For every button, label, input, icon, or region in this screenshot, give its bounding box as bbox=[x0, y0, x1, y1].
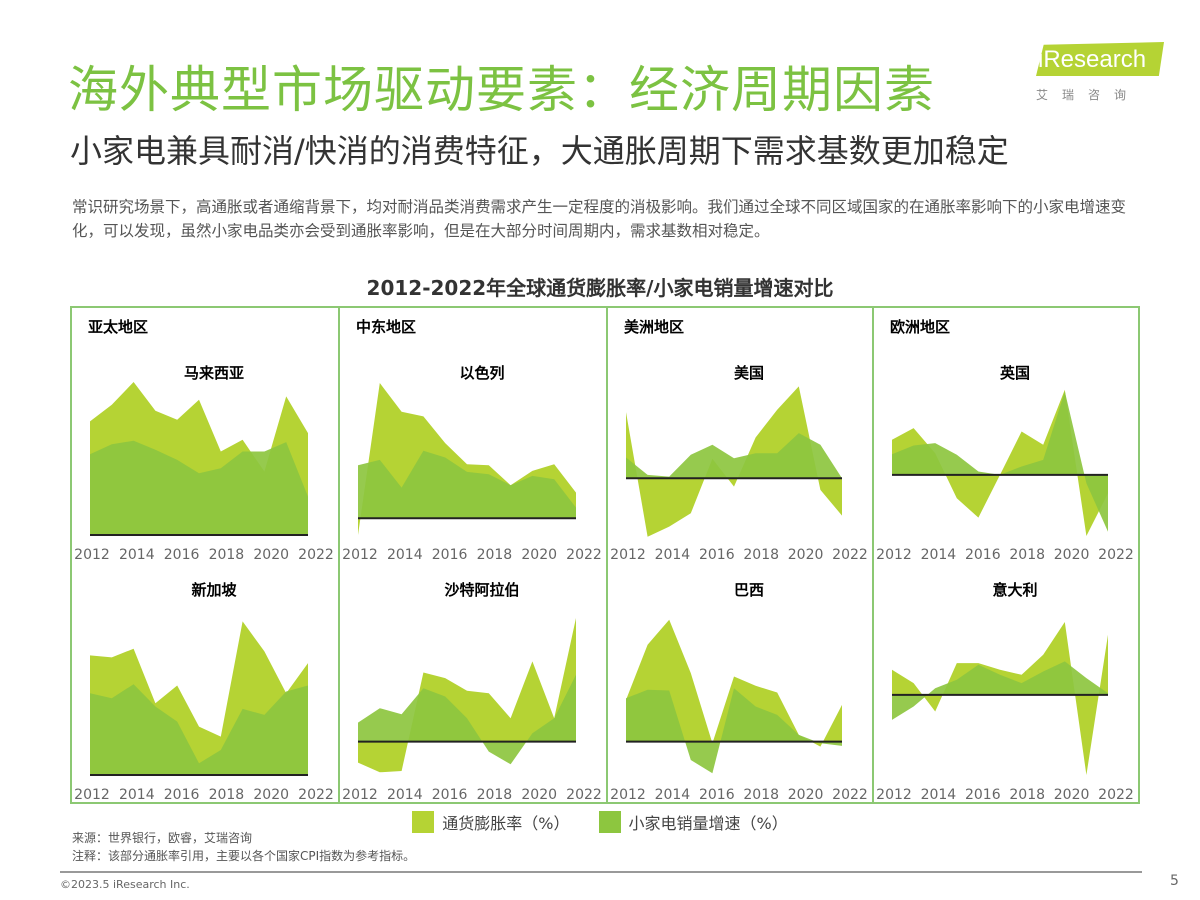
country-title: 美国 bbox=[734, 364, 764, 382]
x-tick-label: 2018 bbox=[743, 787, 779, 803]
region-label: 美洲地区 bbox=[624, 318, 684, 336]
x-tick-label: 2022 bbox=[566, 547, 602, 563]
page-subtitle: 小家电兼具耐消/快消的消费特征，大通胀周期下需求基数更加稳定 bbox=[70, 132, 1009, 170]
inflation-area bbox=[626, 386, 842, 537]
x-tick-label: 2018 bbox=[477, 547, 513, 563]
x-tick-label: 2018 bbox=[209, 547, 245, 563]
divider bbox=[606, 308, 608, 802]
x-tick-label: 2012 bbox=[74, 547, 110, 563]
x-tick-label: 2020 bbox=[788, 787, 824, 803]
x-tick-label: 2012 bbox=[876, 547, 912, 563]
legend: 通货膨胀率（%） 小家电销量增速（%） bbox=[0, 810, 1200, 837]
x-tick-label: 2022 bbox=[298, 787, 334, 803]
footnote: 注释：该部分通胀率引用，主要以各个国家CPI指数为参考指标。 bbox=[72, 849, 416, 863]
x-tick-label: 2014 bbox=[119, 547, 155, 563]
x-tick-label: 2022 bbox=[1098, 547, 1134, 563]
x-tick-label: 2022 bbox=[1098, 787, 1134, 803]
region-label: 中东地区 bbox=[356, 318, 416, 336]
x-tick-label: 2014 bbox=[921, 547, 957, 563]
region-label: 欧洲地区 bbox=[890, 318, 950, 336]
country-title: 巴西 bbox=[734, 581, 764, 599]
chart-frame bbox=[70, 306, 1140, 804]
legend-item-inflation: 通货膨胀率（%） bbox=[412, 810, 569, 834]
x-tick-label: 2016 bbox=[164, 547, 200, 563]
x-tick-label: 2018 bbox=[743, 547, 779, 563]
copyright: ©2023.5 iResearch Inc. bbox=[60, 878, 190, 891]
divider bbox=[338, 308, 340, 802]
x-tick-label: 2022 bbox=[832, 547, 868, 563]
footer-divider bbox=[60, 871, 1142, 873]
x-tick-label: 2012 bbox=[74, 787, 110, 803]
sales-area bbox=[90, 684, 308, 775]
x-tick-label: 2016 bbox=[965, 547, 1001, 563]
legend-item-sales: 小家电销量增速（%） bbox=[598, 810, 788, 834]
x-tick-label: 2012 bbox=[342, 787, 378, 803]
x-tick-label: 2016 bbox=[432, 787, 468, 803]
x-tick-label: 2014 bbox=[387, 547, 423, 563]
legend-swatch bbox=[412, 811, 435, 833]
x-tick-label: 2022 bbox=[566, 787, 602, 803]
country-title: 英国 bbox=[1000, 364, 1030, 382]
x-tick-label: 2014 bbox=[387, 787, 423, 803]
legend-label: 通货膨胀率（%） bbox=[442, 814, 570, 833]
x-tick-label: 2018 bbox=[209, 787, 245, 803]
x-tick-label: 2014 bbox=[655, 547, 691, 563]
legend-label: 小家电销量增速（%） bbox=[628, 814, 788, 833]
x-tick-label: 2022 bbox=[298, 547, 334, 563]
x-tick-label: 2020 bbox=[521, 547, 557, 563]
sales-area bbox=[892, 661, 1108, 720]
x-tick-label: 2014 bbox=[655, 787, 691, 803]
chart-title: 2012-2022年全球通货膨胀率/小家电销量增速对比 bbox=[366, 276, 834, 300]
sales-area bbox=[626, 688, 842, 774]
region-label: 亚太地区 bbox=[88, 318, 148, 336]
x-tick-label: 2012 bbox=[610, 547, 646, 563]
x-tick-label: 2012 bbox=[342, 547, 378, 563]
sales-area bbox=[358, 450, 576, 519]
x-tick-label: 2016 bbox=[164, 787, 200, 803]
page-number: 5 bbox=[1170, 873, 1179, 889]
country-title: 新加坡 bbox=[191, 581, 236, 599]
x-tick-label: 2020 bbox=[253, 547, 289, 563]
country-title: 意大利 bbox=[992, 581, 1037, 599]
logo-text: iResearch bbox=[1038, 46, 1147, 73]
inflation-area bbox=[892, 622, 1108, 775]
x-tick-label: 2018 bbox=[1009, 787, 1045, 803]
x-tick-label: 2020 bbox=[521, 787, 557, 803]
country-title: 以色列 bbox=[459, 364, 504, 382]
x-tick-label: 2022 bbox=[832, 787, 868, 803]
x-tick-label: 2020 bbox=[1054, 787, 1090, 803]
logo-badge bbox=[1036, 42, 1164, 76]
x-tick-label: 2012 bbox=[876, 787, 912, 803]
x-tick-label: 2020 bbox=[1054, 547, 1090, 563]
sales-area bbox=[626, 433, 842, 479]
country-title: 沙特阿拉伯 bbox=[444, 581, 519, 599]
x-tick-label: 2014 bbox=[921, 787, 957, 803]
x-tick-label: 2020 bbox=[788, 547, 824, 563]
x-tick-label: 2014 bbox=[119, 787, 155, 803]
source-note: 来源：世界银行，欧睿，艾瑞咨询 bbox=[72, 831, 253, 845]
x-tick-label: 2020 bbox=[253, 787, 289, 803]
description-text: 常识研究场景下，高通胀或者通缩背景下，均对耐消品类消费需求产生一定程度的消极影响… bbox=[72, 198, 1127, 240]
page-title: 海外典型市场驱动要素：经济周期因素 bbox=[68, 61, 935, 119]
x-tick-label: 2016 bbox=[965, 787, 1001, 803]
inflation-area bbox=[626, 619, 842, 747]
legend-swatch bbox=[598, 811, 621, 833]
country-title: 马来西亚 bbox=[184, 364, 244, 382]
x-tick-label: 2012 bbox=[610, 787, 646, 803]
sales-area bbox=[892, 391, 1108, 532]
divider bbox=[872, 308, 874, 802]
x-tick-label: 2018 bbox=[1009, 547, 1045, 563]
x-tick-label: 2016 bbox=[432, 547, 468, 563]
logo-subtext: 艾瑞咨询 bbox=[1036, 88, 1141, 102]
x-tick-label: 2016 bbox=[699, 547, 735, 563]
iresearch-logo: iResearch 艾瑞咨询 bbox=[1030, 42, 1170, 102]
sales-area bbox=[90, 440, 308, 535]
x-tick-label: 2016 bbox=[699, 787, 735, 803]
x-tick-label: 2018 bbox=[477, 787, 513, 803]
inflation-area bbox=[358, 618, 576, 773]
